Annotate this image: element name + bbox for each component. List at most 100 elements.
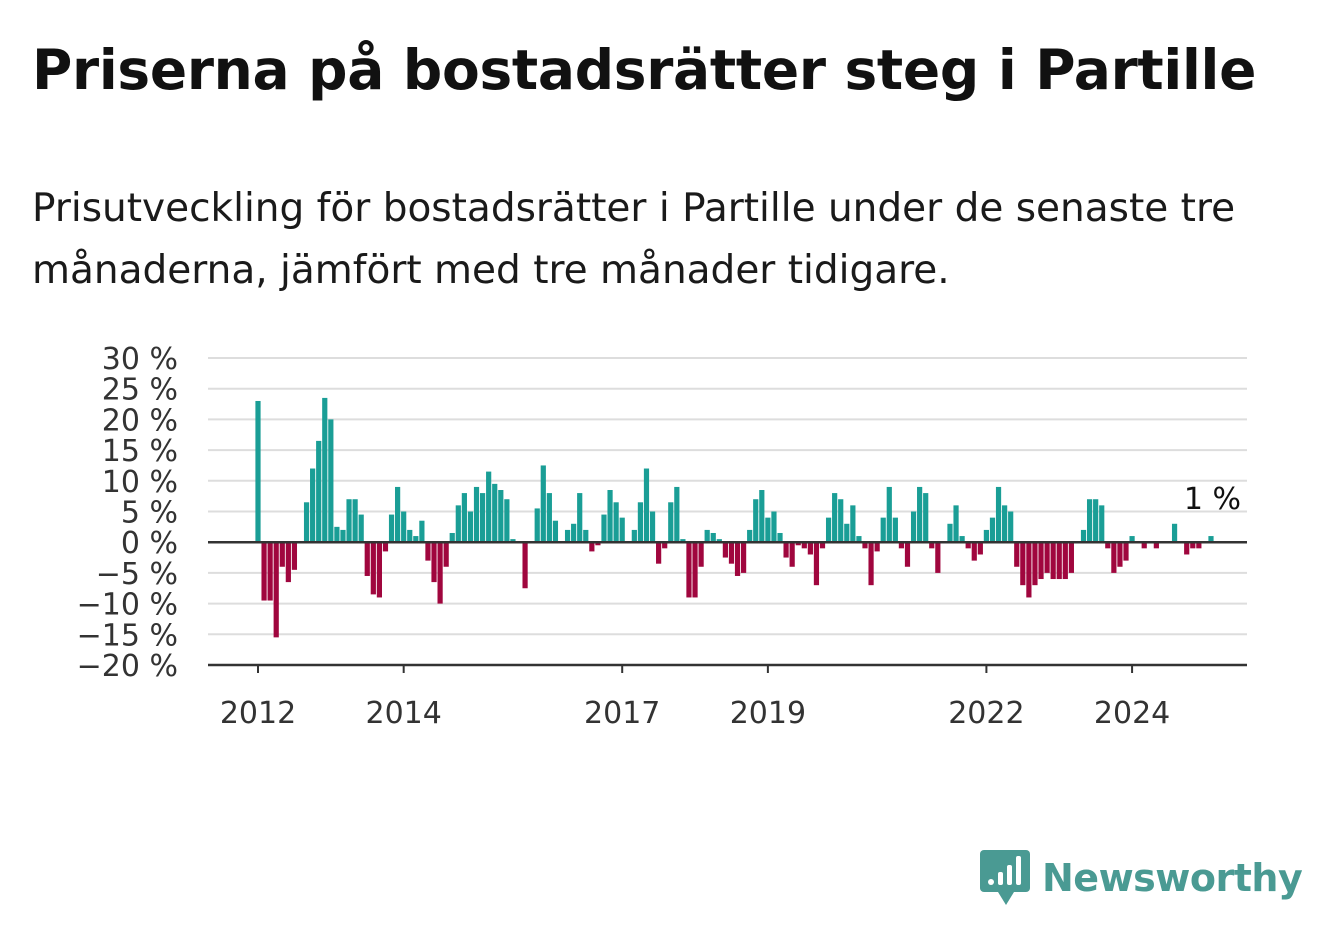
bar [753,499,759,543]
bar [1044,542,1050,573]
bar [631,529,637,543]
bar [1086,499,1093,543]
chart-subtitle: Prisutveckling för bostadsrätter i Parti… [32,186,1236,293]
bar [819,542,826,549]
y-tick-label: −15 % [77,618,178,653]
bar [1117,542,1123,567]
y-tick-label: −10 % [77,588,178,623]
bar [267,542,273,601]
bar [407,529,413,543]
bar [510,539,516,543]
bar [844,523,850,543]
newsworthy-logo-icon [980,850,1030,905]
bar [370,542,376,595]
bar [504,499,510,543]
bar [316,440,322,543]
bar [443,542,449,567]
bar [1171,523,1178,543]
bar [977,542,983,555]
bar [540,465,546,543]
bar [1184,542,1190,555]
y-tick-label: 20 % [102,403,178,438]
bar [1020,542,1026,586]
bar [376,542,382,598]
bar [935,542,941,573]
bar [892,517,898,543]
bar [401,511,407,543]
bar [291,542,298,570]
bar [953,505,959,543]
bar [698,542,704,567]
bar [571,523,577,543]
x-tick-label: 2017 [584,696,660,731]
bar [1208,536,1214,543]
bar [771,511,777,543]
bar [923,493,929,543]
bar [825,517,832,543]
brand-name: Newsworthy [1042,856,1303,900]
bar [856,536,862,543]
bar [479,493,486,543]
bar [637,502,644,543]
bar [310,468,316,543]
y-tick-label: 0 % [121,526,178,561]
bar [965,542,971,549]
bar [710,532,716,543]
bar [273,542,279,638]
bar [777,532,783,543]
bar [492,483,498,543]
bar [716,539,722,543]
bar [929,542,935,549]
bar [1129,536,1135,543]
bar [449,532,455,543]
bar [473,486,480,543]
bar [334,526,340,543]
bar [522,542,528,589]
bar [413,536,419,543]
bar [1056,542,1062,580]
bar [1080,529,1087,543]
y-tick-label: 15 % [102,434,178,469]
bar [904,542,911,567]
bar [728,542,735,564]
bar [995,486,1002,543]
bar [595,542,601,546]
bar [279,542,285,567]
bar [577,493,583,543]
y-tick-label: −5 % [96,557,178,592]
bar [322,397,328,543]
bar [643,468,650,543]
bar [364,542,370,576]
bar [910,511,917,543]
bar [589,542,595,552]
bar [425,542,431,561]
bar [874,542,880,552]
bar [583,529,589,543]
page-title: Priserna på bostadsrätter steg i Partill… [32,38,1257,102]
bar [898,542,905,549]
bar [1062,542,1068,580]
bar [850,505,856,543]
y-tick-label: 10 % [102,465,178,500]
bar [431,542,437,583]
bar [467,511,474,543]
bar [1099,505,1105,543]
bar [455,505,461,543]
bar [765,517,771,543]
bar [461,493,467,543]
bar [388,514,395,543]
bar [807,542,813,555]
bar [662,542,668,549]
bar [734,542,741,576]
bar [680,539,686,543]
bar [656,542,662,564]
bar [1014,542,1020,567]
bar [564,529,571,543]
y-tick-label: 5 % [121,496,178,531]
bar [395,486,401,543]
bar [1008,511,1014,543]
bar [747,529,753,543]
bar [1002,505,1008,543]
bar [437,542,443,604]
value-annotation: 1 % [1184,482,1241,517]
